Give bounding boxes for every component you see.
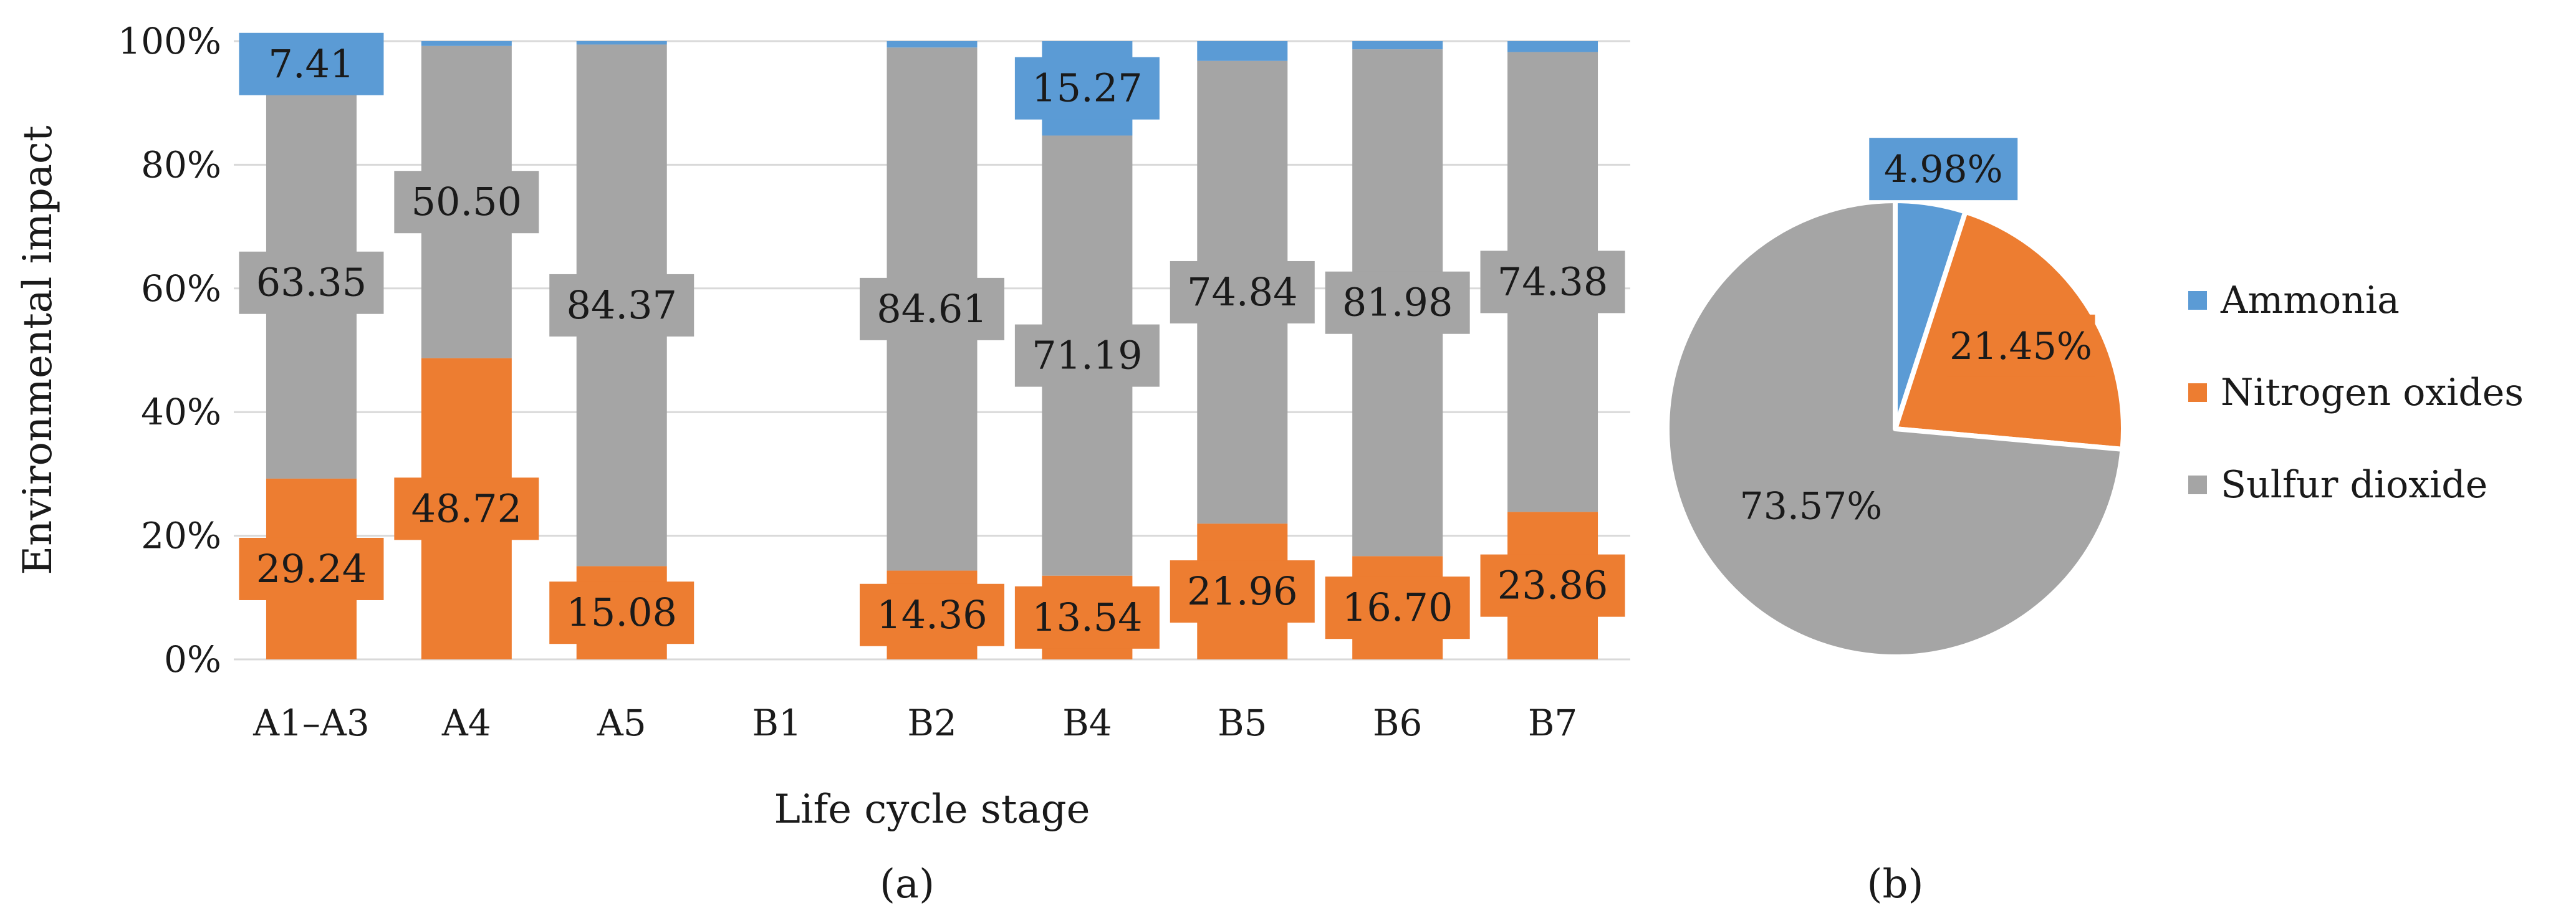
legend: Ammonia Nitrogen oxides Sulfur dioxide bbox=[2188, 279, 2524, 507]
stacked-bar-chart: 0% 20% 40% 60% 80% 100% 29.24 63.35 7.41 48.72 50… bbox=[15, 20, 1630, 907]
y-tick-label: 0% bbox=[164, 638, 221, 681]
caption-b: (b) bbox=[1867, 861, 1924, 907]
data-label: 16.70 bbox=[1342, 585, 1453, 630]
data-label-box bbox=[239, 32, 384, 95]
bar-segment bbox=[1197, 41, 1288, 61]
y-tick-label: 20% bbox=[141, 515, 221, 557]
x-tick-label: B6 bbox=[1373, 702, 1423, 744]
x-tick-label: B1 bbox=[752, 702, 802, 744]
data-label-box bbox=[394, 477, 539, 540]
data-label-box bbox=[1014, 324, 1160, 387]
data-label: 71.19 bbox=[1032, 333, 1143, 378]
data-label: 15.08 bbox=[566, 590, 677, 635]
data-label-box bbox=[239, 251, 384, 314]
x-axis-title: Life cycle stage bbox=[774, 787, 1090, 833]
data-label: 50.50 bbox=[411, 179, 522, 224]
data-label: 74.84 bbox=[1187, 269, 1298, 315]
bar-segment bbox=[421, 41, 512, 46]
y-tick-label: 100% bbox=[118, 20, 221, 62]
data-label: 48.72 bbox=[411, 485, 522, 531]
pie-data-label: 73.57% bbox=[1740, 484, 1883, 528]
data-label: 21.96 bbox=[1187, 568, 1298, 614]
data-label-box bbox=[1170, 261, 1315, 323]
y-axis-title: Environmental impact bbox=[15, 125, 61, 575]
x-tick-label: A4 bbox=[441, 702, 491, 744]
pie-data-labels: 4.98% 21.45% 73.57% bbox=[1740, 138, 2095, 528]
x-tick-label: B2 bbox=[907, 702, 957, 744]
bar-segment bbox=[887, 41, 978, 48]
data-label-box bbox=[1170, 560, 1315, 623]
data-label: 14.36 bbox=[877, 592, 988, 638]
legend-swatch bbox=[2188, 291, 2207, 310]
data-label: 81.98 bbox=[1342, 280, 1453, 325]
x-tick-label: A5 bbox=[597, 702, 646, 744]
legend-entry: Ammonia bbox=[2220, 279, 2400, 322]
data-label: 29.24 bbox=[256, 546, 367, 591]
bar-segment bbox=[1352, 41, 1443, 50]
y-axis-tick-labels: 0% 20% 40% 60% 80% 100% bbox=[118, 20, 221, 681]
legend-swatch bbox=[2188, 476, 2207, 494]
pie-data-label: 4.98% bbox=[1884, 148, 2003, 191]
data-label: 23.86 bbox=[1497, 563, 1608, 608]
y-tick-label: 80% bbox=[141, 143, 221, 186]
pie-slice bbox=[1665, 198, 2125, 659]
data-label: 63.35 bbox=[256, 260, 367, 305]
data-label-box bbox=[394, 171, 539, 234]
data-label-box bbox=[1325, 271, 1470, 334]
data-label-box bbox=[549, 274, 694, 337]
pie-label-box bbox=[1946, 314, 2095, 377]
data-label-box bbox=[860, 583, 1004, 646]
pie-label-box bbox=[1869, 138, 2018, 201]
data-label: 7.41 bbox=[268, 41, 354, 87]
x-tick-label: B5 bbox=[1218, 702, 1267, 744]
legend-entry: Nitrogen oxides bbox=[2221, 371, 2524, 414]
data-label: 84.37 bbox=[566, 282, 677, 328]
data-label: 15.27 bbox=[1032, 65, 1143, 111]
y-tick-label: 60% bbox=[141, 267, 221, 310]
data-label-box bbox=[1325, 576, 1470, 639]
y-tick-label: 40% bbox=[141, 391, 221, 433]
data-label-box bbox=[549, 581, 694, 644]
bar-segment bbox=[576, 41, 667, 45]
x-axis-tick-labels: A1–A3 A4 A5 B1 B2 B4 B5 B6 B7 bbox=[252, 702, 1577, 744]
x-tick-label: A1–A3 bbox=[252, 702, 370, 744]
data-label-box bbox=[1480, 554, 1625, 617]
data-label-box bbox=[239, 537, 384, 600]
x-tick-label: B4 bbox=[1062, 702, 1112, 744]
data-label-box bbox=[1480, 251, 1625, 313]
data-label-box bbox=[1014, 586, 1160, 649]
pie-data-label: 21.45% bbox=[1949, 325, 2092, 368]
legend-entry: Sulfur dioxide bbox=[2221, 463, 2487, 507]
caption-a: (a) bbox=[880, 861, 935, 907]
data-label-box bbox=[1014, 57, 1160, 120]
x-tick-label: B7 bbox=[1528, 702, 1578, 744]
data-label: 13.54 bbox=[1032, 595, 1143, 640]
data-label: 74.38 bbox=[1497, 259, 1608, 304]
bar-segment bbox=[1507, 41, 1598, 52]
legend-swatch bbox=[2188, 383, 2207, 402]
pie-slices bbox=[1665, 198, 2126, 659]
pie-chart: 4.98% 21.45% 73.57% Ammonia Nitrogen oxides… bbox=[1665, 138, 2524, 907]
data-labels: 29.24 63.35 7.41 48.72 50.50 15.08 84.37 14.36 8… bbox=[239, 32, 1625, 649]
bars bbox=[266, 41, 1598, 659]
data-label: 84.61 bbox=[877, 286, 988, 332]
data-label-box bbox=[860, 277, 1004, 340]
